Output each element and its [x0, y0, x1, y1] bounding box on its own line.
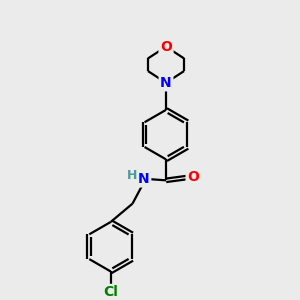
- Text: O: O: [160, 40, 172, 54]
- Text: H: H: [127, 169, 138, 182]
- Text: Cl: Cl: [103, 285, 118, 299]
- Text: N: N: [160, 76, 172, 90]
- Text: N: N: [138, 172, 150, 186]
- Text: O: O: [187, 170, 199, 184]
